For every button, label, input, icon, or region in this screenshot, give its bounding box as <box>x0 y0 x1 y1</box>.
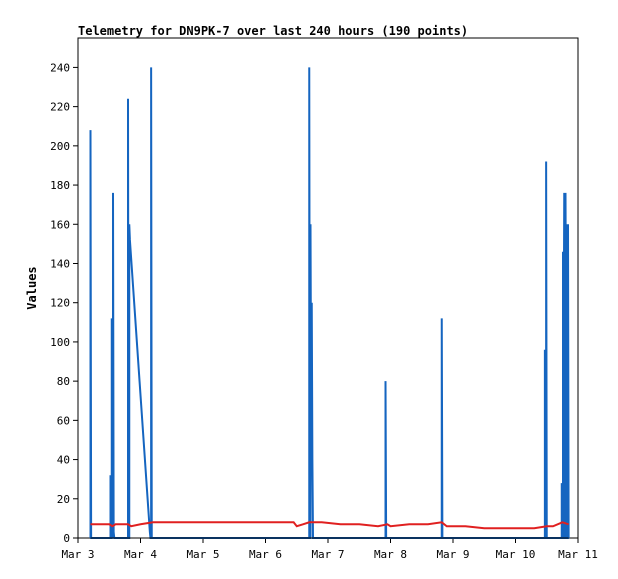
y-tick-label-8: 160 <box>50 218 70 231</box>
x-axis: Mar 3 Mar 4 Mar 5 Mar 6 Mar 7 Mar 8 Mar 9 Mar 1… <box>61 538 598 561</box>
y-tick-label-3: 60 <box>57 414 70 427</box>
y-tick-label-11: 220 <box>50 101 70 114</box>
y-axis-label: Values <box>25 266 39 309</box>
x-tick-label-0: Mar 3 <box>61 548 94 561</box>
y-tick-label-12: 240 <box>50 61 70 74</box>
x-tick-label-6: Mar 9 <box>436 548 469 561</box>
plot-area <box>77 37 579 539</box>
y-tick-label-10: 200 <box>50 140 70 153</box>
y-tick-label-1: 20 <box>57 493 70 506</box>
x-tick-label-2: Mar 5 <box>186 548 219 561</box>
y-tick-label-4: 80 <box>57 375 70 388</box>
series-layer <box>89 67 570 539</box>
y-tick-label-0: 0 <box>63 532 70 545</box>
y-axis: 0 20 40 60 80 100 120 140 160 180 200 220 240 <box>50 61 78 545</box>
y-tick-label-9: 180 <box>50 179 70 192</box>
y-tick-label-6: 120 <box>50 297 70 310</box>
y-tick-label-2: 40 <box>57 454 70 467</box>
x-tick-label-1: Mar 4 <box>124 548 157 561</box>
x-tick-label-3: Mar 6 <box>249 548 282 561</box>
series-line-2 <box>90 521 569 530</box>
chart-title: Telemetry for DN9PK-7 over last 240 hour… <box>78 24 468 38</box>
x-tick-label-5: Mar 8 <box>374 548 407 561</box>
y-tick-label-5: 100 <box>50 336 70 349</box>
x-tick-label-4: Mar 7 <box>311 548 344 561</box>
series-line-1 <box>89 67 570 539</box>
x-tick-label-8: Mar 11 <box>558 548 598 561</box>
x-tick-label-7: Mar 10 <box>496 548 536 561</box>
y-tick-label-7: 140 <box>50 257 70 270</box>
